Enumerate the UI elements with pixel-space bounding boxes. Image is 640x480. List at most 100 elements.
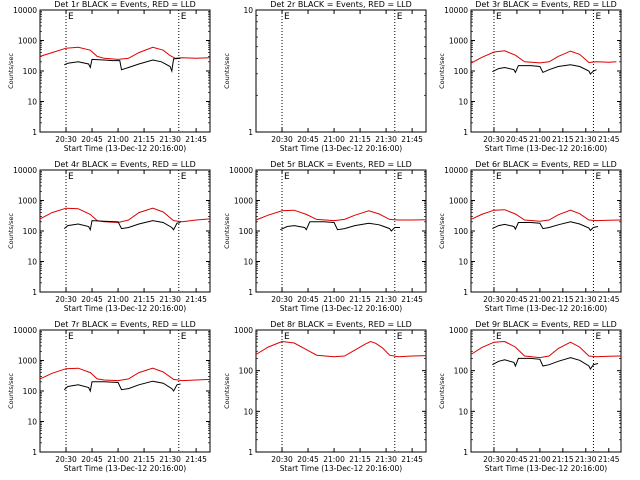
series-lld-line bbox=[470, 209, 622, 222]
y-tick-label: 10 bbox=[458, 258, 468, 267]
x-tick-label: 21:15 bbox=[133, 295, 155, 304]
series-lld-line bbox=[39, 367, 211, 382]
y-axis-label: Counts/sec bbox=[438, 53, 446, 89]
event-marker-label: E bbox=[284, 332, 290, 342]
series-events-line bbox=[492, 357, 599, 370]
x-axis-label: Start Time (13-Dec-12 20:16:00) bbox=[485, 304, 607, 313]
y-tick-label: 10 bbox=[243, 6, 253, 15]
y-axis-label: Counts/sec bbox=[7, 53, 15, 89]
y-tick-label: 1000 bbox=[18, 37, 37, 46]
panel-title: Det 9r BLACK = Events, RED = LLD bbox=[475, 320, 617, 329]
y-tick-label: 10 bbox=[27, 418, 37, 427]
x-tick-label: 21:00 bbox=[323, 455, 345, 464]
x-tick-label: 20:45 bbox=[506, 135, 528, 144]
panel-1: Det 1r BLACK = Events, RED = LLD 1 10 100 10… bbox=[7, 0, 211, 153]
x-axis-label: Start Time (13-Dec-12 20:16:00) bbox=[280, 304, 402, 313]
x-tick-label: 20:45 bbox=[297, 455, 319, 464]
series-events-line bbox=[63, 220, 181, 232]
y-axis-label: Counts/sec bbox=[223, 213, 231, 249]
x-tick-label: 21:15 bbox=[133, 135, 155, 144]
y-tick-label: 10 bbox=[243, 407, 253, 416]
event-marker-label: E bbox=[595, 332, 601, 342]
x-tick-label: 21:45 bbox=[401, 455, 423, 464]
panel-title: Det 4r BLACK = Events, RED = LLD bbox=[54, 160, 196, 169]
y-tick-label: 1 bbox=[463, 128, 468, 137]
x-tick-label: 21:15 bbox=[552, 455, 574, 464]
series-lld-line bbox=[255, 209, 427, 222]
event-marker-label: E bbox=[595, 172, 601, 182]
y-axis-label: Counts/sec bbox=[7, 373, 15, 409]
y-tick-label: 100 bbox=[239, 367, 254, 376]
y-axis-label: Counts/sec bbox=[223, 373, 231, 409]
x-tick-label: 20:30 bbox=[483, 295, 505, 304]
event-marker-label: E bbox=[181, 172, 187, 182]
panel-6: Det 6r BLACK = Events, RED = LLD 1 10 100 10… bbox=[438, 160, 622, 313]
x-tick-label: 20:45 bbox=[81, 455, 103, 464]
x-axis-label: Start Time (13-Dec-12 20:16:00) bbox=[485, 464, 607, 473]
x-tick-label: 21:45 bbox=[185, 135, 207, 144]
panel-2: Det 2r BLACK = Events, RED = LLD 1 10 Count… bbox=[223, 0, 427, 153]
x-tick-label: 21:45 bbox=[598, 295, 620, 304]
y-tick-label: 1000 bbox=[234, 197, 253, 206]
x-tick-label: 21:00 bbox=[323, 295, 345, 304]
x-tick-label: 21:45 bbox=[185, 295, 207, 304]
x-tick-label: 21:30 bbox=[159, 135, 181, 144]
panel-title: Det 1r BLACK = Events, RED = LLD bbox=[54, 0, 196, 9]
x-tick-label: 21:30 bbox=[159, 295, 181, 304]
y-tick-label: 10 bbox=[458, 98, 468, 107]
series-events-line bbox=[63, 380, 181, 393]
series-lld-line bbox=[39, 46, 211, 60]
y-tick-label: 100 bbox=[454, 367, 469, 376]
panel-title: Det 5r BLACK = Events, RED = LLD bbox=[270, 160, 412, 169]
plot-frame bbox=[255, 169, 427, 293]
x-tick-label: 20:45 bbox=[297, 135, 319, 144]
event-marker-label: E bbox=[181, 12, 187, 22]
y-tick-label: 1 bbox=[32, 288, 37, 297]
event-marker-label: E bbox=[595, 12, 601, 22]
series-lld-line bbox=[255, 340, 427, 358]
x-tick-label: 20:30 bbox=[483, 135, 505, 144]
x-axis-label: Start Time (13-Dec-12 20:16:00) bbox=[280, 144, 402, 153]
x-axis-label: Start Time (13-Dec-12 20:16:00) bbox=[64, 304, 186, 313]
y-axis-label: Counts/sec bbox=[223, 53, 231, 89]
y-tick-label: 1000 bbox=[449, 37, 468, 46]
x-tick-label: 20:30 bbox=[271, 135, 293, 144]
y-tick-label: 100 bbox=[23, 387, 38, 396]
event-marker-label: E bbox=[181, 332, 187, 342]
x-tick-label: 21:15 bbox=[552, 295, 574, 304]
panel-title: Det 6r BLACK = Events, RED = LLD bbox=[475, 160, 617, 169]
x-tick-label: 20:45 bbox=[506, 295, 528, 304]
event-marker-label: E bbox=[68, 12, 74, 22]
x-tick-label: 20:30 bbox=[271, 295, 293, 304]
x-axis-label: Start Time (13-Dec-12 20:16:00) bbox=[64, 144, 186, 153]
y-axis-label: Counts/sec bbox=[438, 373, 446, 409]
panel-7: Det 7r BLACK = Events, RED = LLD 1 10 100 10… bbox=[7, 320, 211, 473]
event-marker-label: E bbox=[496, 172, 502, 182]
event-marker-label: E bbox=[284, 12, 290, 22]
x-tick-label: 20:30 bbox=[55, 455, 77, 464]
series-events-line bbox=[64, 57, 181, 73]
x-tick-label: 20:45 bbox=[506, 455, 528, 464]
y-tick-label: 1 bbox=[248, 288, 253, 297]
y-tick-label: 1000 bbox=[18, 197, 37, 206]
x-tick-label: 21:45 bbox=[401, 295, 423, 304]
y-tick-label: 100 bbox=[239, 227, 254, 236]
y-tick-label: 1000 bbox=[234, 326, 253, 335]
series-events-line bbox=[280, 221, 400, 232]
y-tick-label: 1000 bbox=[18, 357, 37, 366]
x-axis-label: Start Time (13-Dec-12 20:16:00) bbox=[64, 464, 186, 473]
y-tick-label: 1 bbox=[463, 288, 468, 297]
event-marker-label: E bbox=[68, 332, 74, 342]
x-tick-label: 21:00 bbox=[107, 455, 129, 464]
x-tick-label: 21:30 bbox=[575, 295, 597, 304]
x-tick-label: 21:15 bbox=[133, 455, 155, 464]
x-axis-label: Start Time (13-Dec-12 20:16:00) bbox=[280, 464, 402, 473]
y-tick-label: 100 bbox=[454, 227, 469, 236]
series-lld-line bbox=[470, 340, 622, 359]
y-tick-label: 10000 bbox=[13, 6, 37, 15]
plot-frame bbox=[39, 9, 211, 133]
y-tick-label: 100 bbox=[454, 67, 469, 76]
y-tick-label: 100 bbox=[23, 227, 38, 236]
event-marker-label: E bbox=[68, 172, 74, 182]
